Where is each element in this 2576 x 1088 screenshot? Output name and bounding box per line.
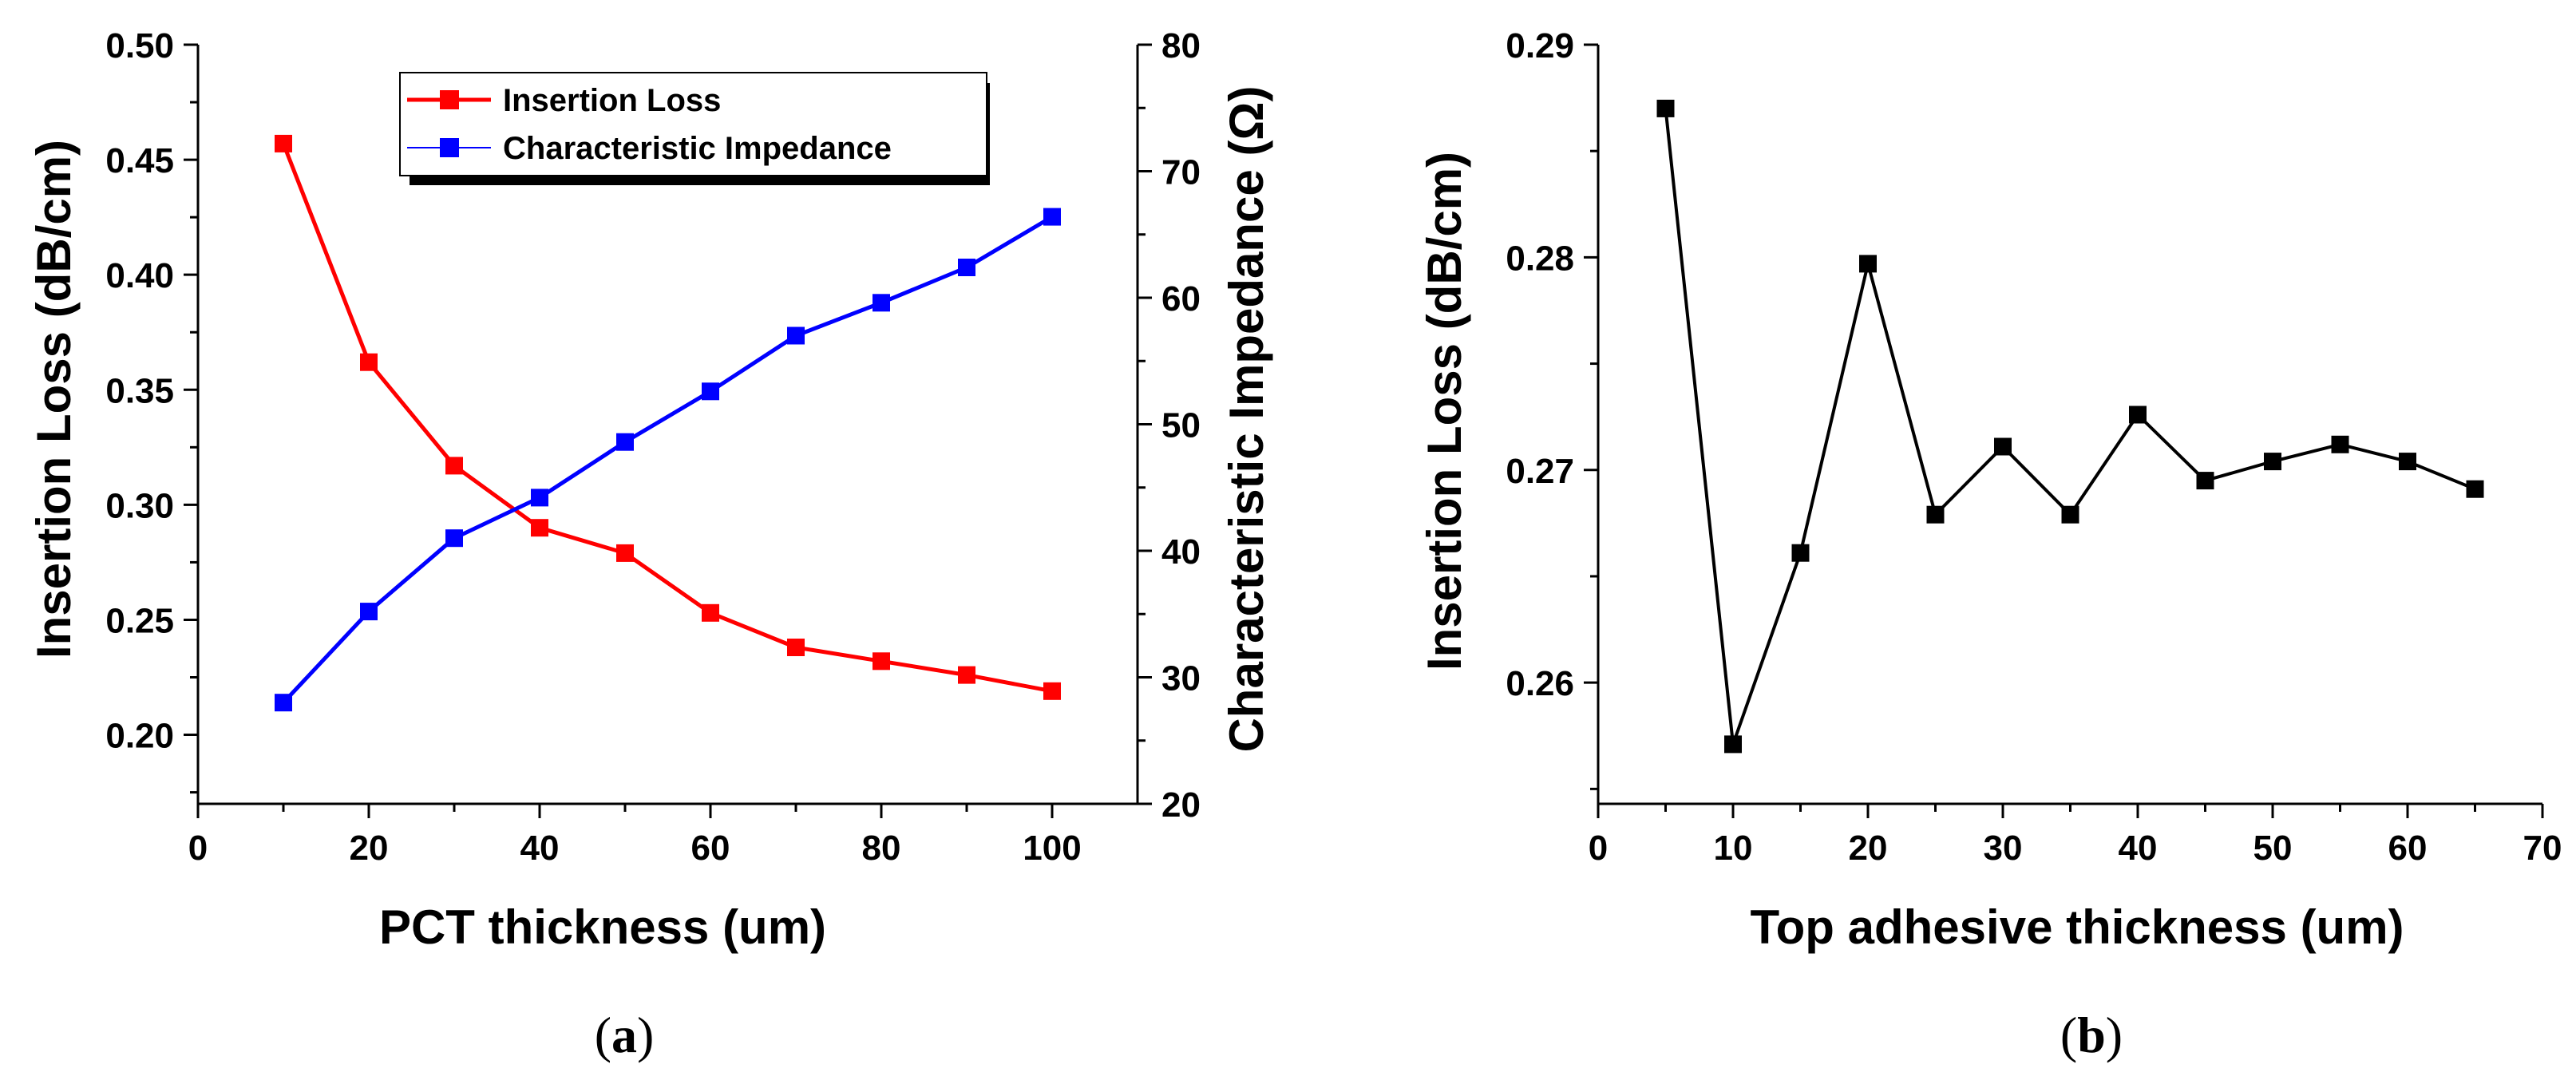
y2-tick-label: 60: [1161, 279, 1201, 318]
x-tick-label: 60: [691, 829, 730, 868]
panel-b-x-axis-title: Top adhesive thickness (um): [1750, 900, 2404, 954]
data-point-insertion-loss: [1043, 682, 1061, 700]
panel-b-caption: (b): [2060, 1007, 2123, 1063]
panel-a-y-axis-title: Insertion Loss (dB/cm): [27, 140, 81, 659]
data-point-insertion-loss: [702, 603, 719, 622]
y2-tick-label: 40: [1161, 532, 1201, 572]
x-tick-label: 80: [862, 829, 901, 868]
x-tick-label: 0: [188, 829, 208, 868]
y2-tick-label: 50: [1161, 406, 1201, 445]
x-tick-label: 20: [350, 829, 389, 868]
data-point-insertion-loss: [445, 457, 463, 475]
data-point-insertion-loss: [2061, 505, 2079, 524]
legend-marker-insertion-loss: [440, 90, 459, 109]
data-point-characteristic-impedance: [958, 259, 975, 276]
panel-a-chart: 0 20 40 60 80 100 0.20 0.25 0.30 0.35 0.40 0.45 0.50…: [27, 26, 1273, 1063]
data-point-insertion-loss: [1724, 735, 1742, 754]
data-point-insertion-loss: [2264, 453, 2281, 471]
y-tick-label: 0.29: [1506, 26, 1574, 65]
data-point-insertion-loss: [787, 639, 805, 656]
data-point-insertion-loss: [1656, 99, 1675, 117]
y-tick-label: 0.27: [1506, 452, 1574, 491]
panel-a-axes: 0 20 40 60 80 100 0.20 0.25 0.30 0.35 0.40 0.45 0.50…: [105, 26, 1201, 868]
x-tick-label: 60: [2388, 829, 2428, 868]
x-tick-label: 40: [2119, 829, 2158, 868]
legend-label-insertion-loss: Insertion Loss: [503, 83, 721, 118]
data-point-insertion-loss: [958, 666, 975, 684]
legend-box: [399, 72, 987, 176]
y-tick-label: 0.25: [105, 601, 174, 640]
data-point-characteristic-impedance: [1043, 208, 1061, 226]
x-tick-label: 30: [1984, 829, 2023, 868]
y-tick-label: 0.26: [1506, 664, 1574, 703]
data-point-characteristic-impedance: [616, 433, 634, 451]
panel-a-x-axis-title: PCT thickness (um): [379, 900, 826, 954]
data-point-characteristic-impedance: [531, 489, 548, 507]
data-point-characteristic-impedance: [445, 529, 463, 548]
y2-tick-label: 30: [1161, 659, 1201, 698]
data-point-characteristic-impedance: [360, 603, 378, 621]
legend-label-characteristic-impedance: Characteristic Impedance: [503, 131, 892, 166]
data-point-insertion-loss: [2399, 453, 2416, 471]
y-tick-label: 0.45: [105, 141, 174, 180]
panel-a-y2-axis-title: Characteristic Impedance (Ω): [1220, 85, 1273, 752]
data-point-characteristic-impedance: [873, 294, 890, 312]
data-point-insertion-loss: [1926, 505, 1945, 524]
x-tick-label: 10: [1714, 829, 1753, 868]
y-tick-label: 0.50: [105, 26, 174, 65]
legend-marker-characteristic-impedance: [440, 138, 459, 157]
x-tick-label: 40: [520, 829, 560, 868]
y-tick-label: 0.40: [105, 256, 174, 295]
data-point-characteristic-impedance: [275, 694, 292, 712]
y2-tick-label: 80: [1161, 26, 1201, 65]
panel-b-y-axis-title: Insertion Loss (dB/cm): [1418, 152, 1471, 671]
data-point-insertion-loss: [2331, 435, 2349, 453]
x-tick-label: 100: [1023, 829, 1081, 868]
panel-a-series: [275, 134, 1061, 712]
x-tick-label: 50: [2254, 829, 2293, 868]
data-point-insertion-loss: [1791, 544, 1810, 562]
data-point-insertion-loss: [275, 134, 292, 152]
y-tick-label: 0.20: [105, 717, 174, 756]
y-tick-label: 0.28: [1506, 239, 1574, 278]
data-point-insertion-loss: [1994, 437, 2012, 456]
x-tick-label: 70: [2523, 829, 2562, 868]
data-point-insertion-loss: [616, 544, 634, 562]
panel-b-series: [1656, 99, 2484, 754]
data-point-insertion-loss: [1859, 255, 1877, 273]
series-line-characteristic-impedance: [282, 215, 1054, 704]
data-point-characteristic-impedance: [787, 326, 805, 345]
data-point-insertion-loss: [360, 353, 378, 371]
panel-a-legend: Insertion Loss Characteristic Impedance: [399, 72, 990, 185]
x-tick-label: 0: [1589, 829, 1608, 868]
panel-a-caption: (a): [595, 1007, 655, 1063]
y2-tick-label: 70: [1161, 153, 1201, 192]
y-tick-label: 0.30: [105, 486, 174, 525]
series-line-insertion-loss: [281, 142, 1053, 694]
data-point-insertion-loss: [2466, 480, 2484, 498]
data-point-insertion-loss: [2129, 406, 2147, 424]
data-point-insertion-loss: [873, 652, 890, 671]
data-point-characteristic-impedance: [702, 382, 719, 401]
panel-b-chart: 0 10 20 30 40 50 60 70 0.26 0.27 0.28 0.29 Top adhe…: [1418, 26, 2562, 1063]
y-tick-label: 0.35: [105, 371, 174, 410]
panel-b-axes: 0 10 20 30 40 50 60 70 0.26 0.27 0.28 0.29: [1506, 26, 2562, 868]
data-point-insertion-loss: [531, 519, 548, 537]
y2-tick-label: 20: [1161, 785, 1201, 825]
x-tick-label: 20: [1849, 829, 1888, 868]
data-point-insertion-loss: [2196, 472, 2214, 490]
